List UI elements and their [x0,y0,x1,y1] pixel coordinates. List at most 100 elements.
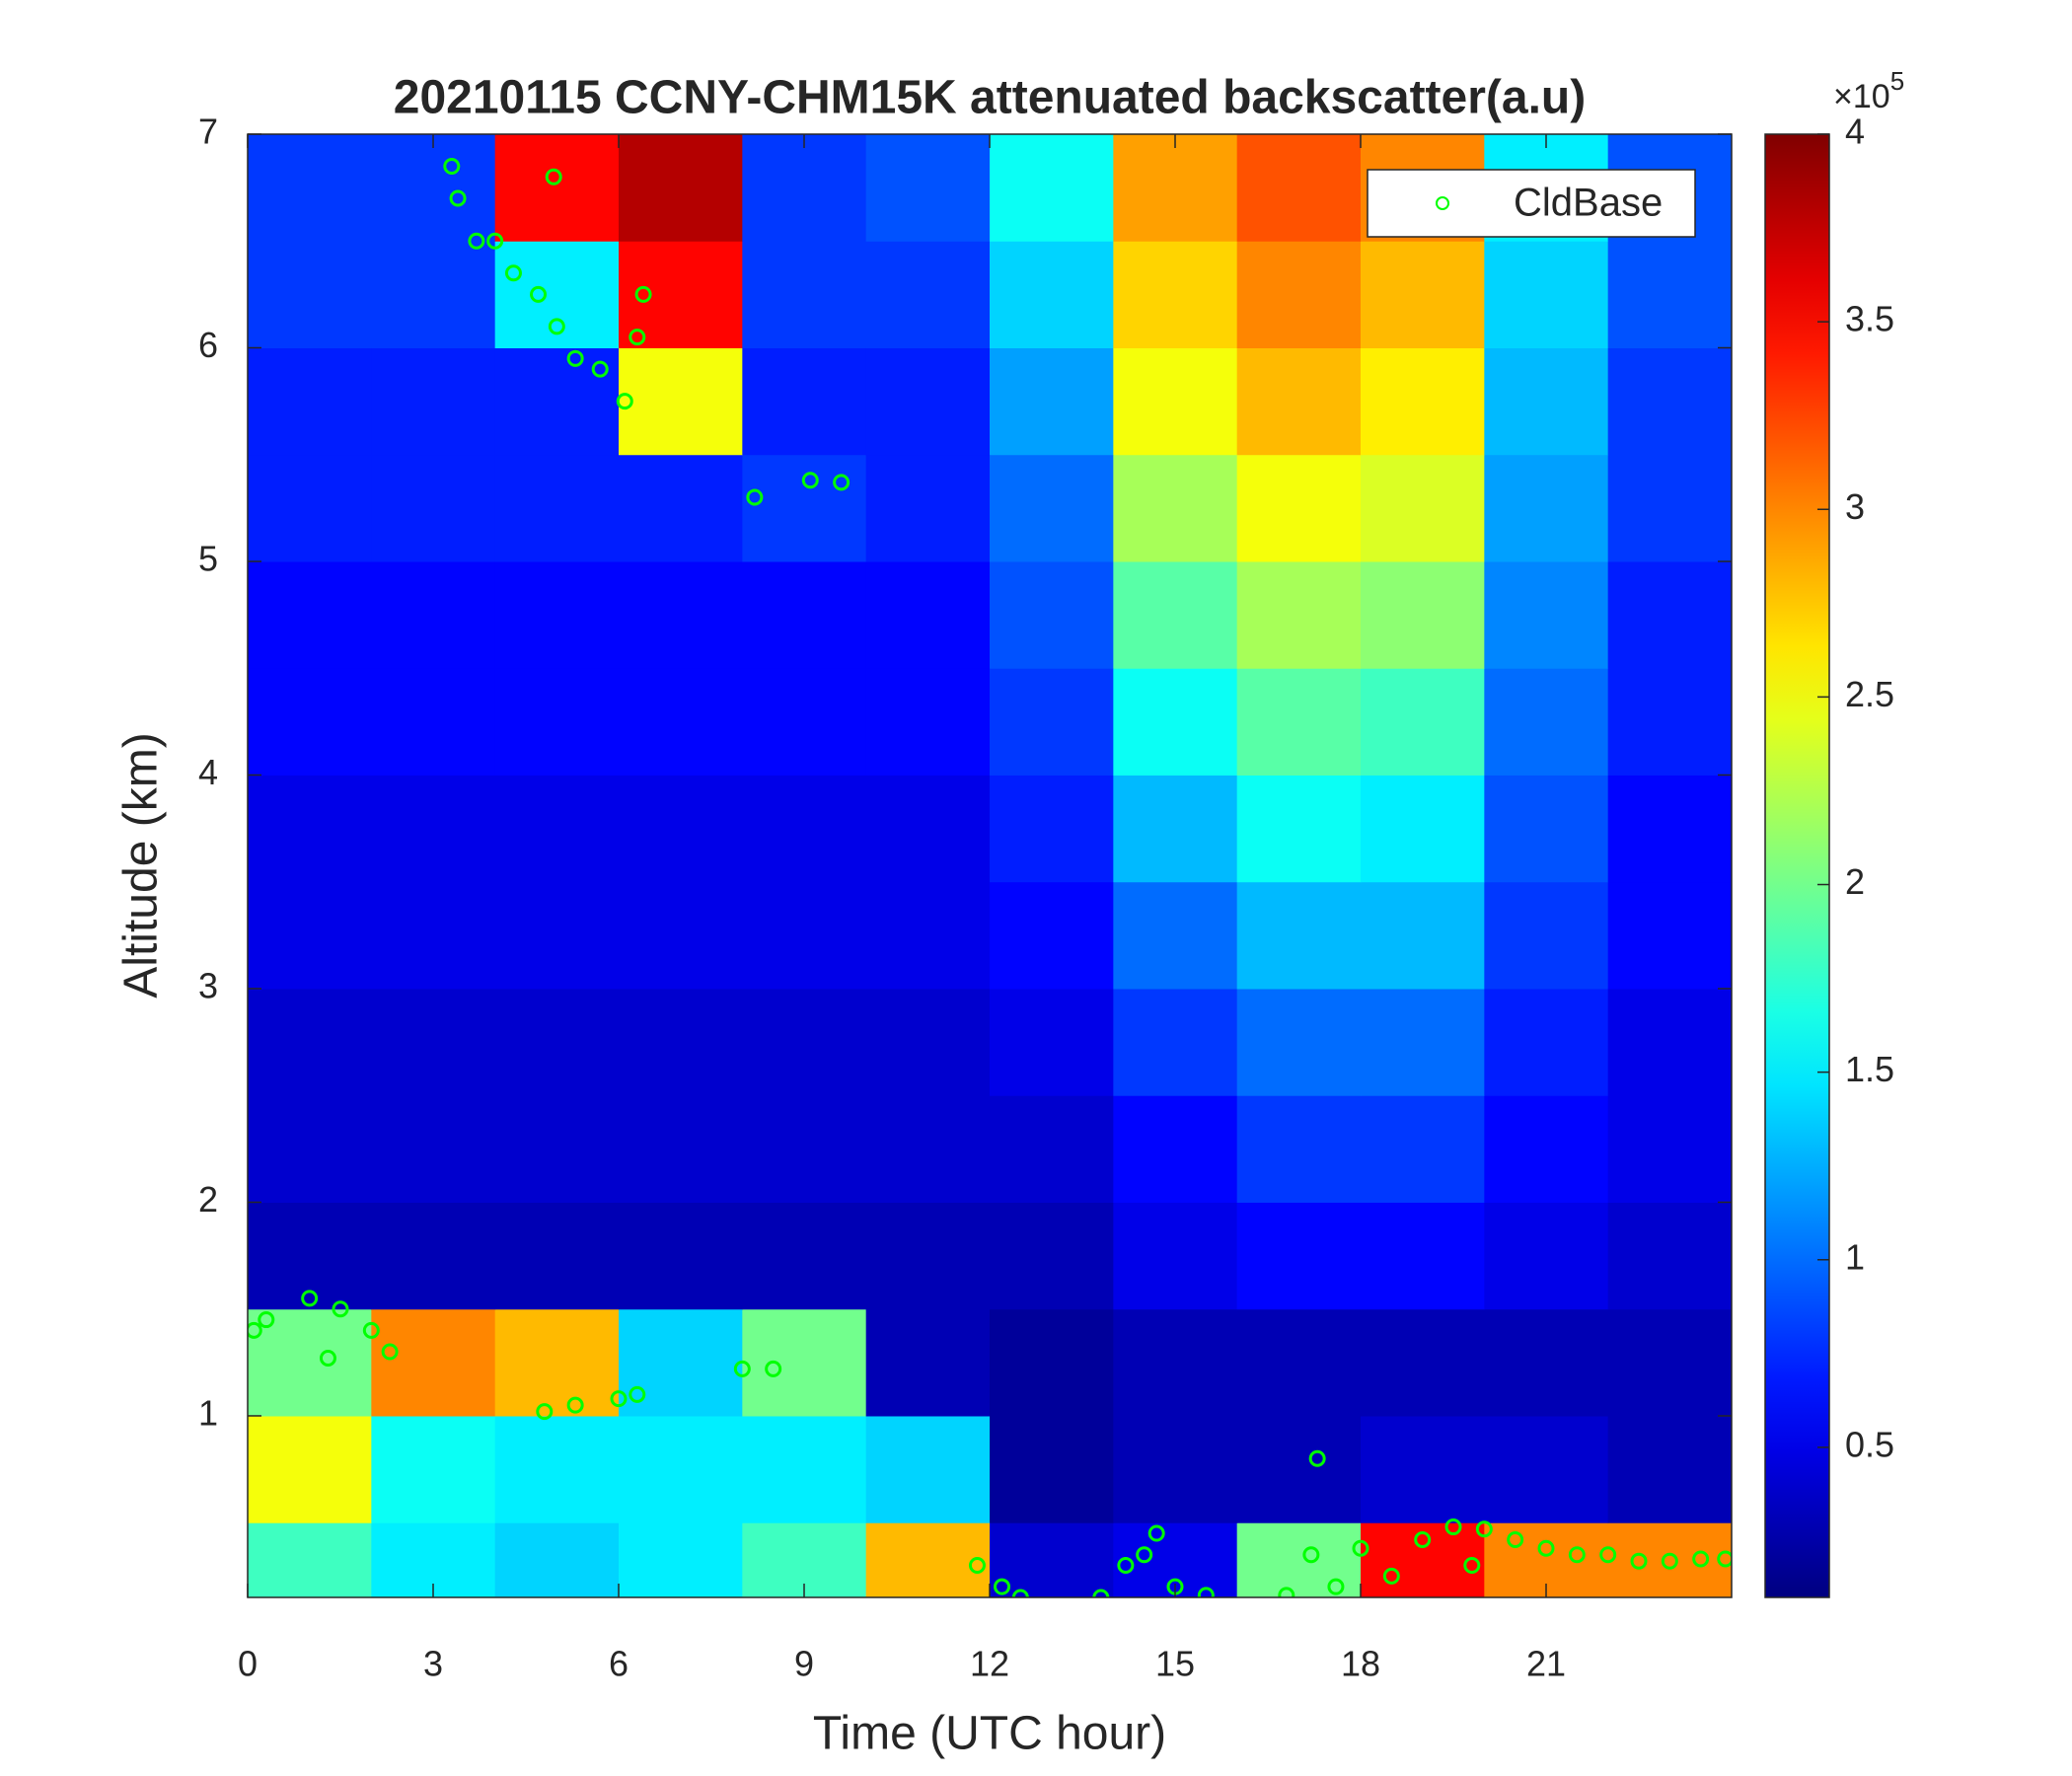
heat-cell [248,881,372,990]
heat-cell [494,775,620,883]
heat-cell [742,881,867,990]
heat-cell [990,1095,1114,1203]
cloud-base-point [530,285,548,303]
heat-cell [742,1202,867,1310]
heat-cell [494,668,620,776]
cloud-base-point [765,1360,782,1377]
cloud-base-point [833,474,851,491]
cloud-base-point [536,1403,554,1421]
heat-cell [990,881,1114,990]
heat-cell [371,347,496,456]
heat-cell [1236,454,1362,562]
cloud-base-point [1382,1567,1400,1585]
cloud-base-point [1302,1546,1320,1564]
scatter-layer [248,157,1732,1597]
cloud-base-point [1475,1520,1493,1538]
heat-cell [1236,668,1362,776]
colorbar-power: 5 [1890,66,1904,96]
heat-cell [248,454,372,562]
cloud-base-point [248,1321,262,1339]
heat-cell [1607,1308,1732,1417]
heat-cell [371,1095,496,1203]
heat-cell [1607,988,1732,1096]
y-tick-label: 7 [198,111,218,152]
cloud-base-point [468,232,485,250]
heat-cell [1113,988,1238,1096]
heat-cell [494,1522,620,1597]
heat-cell [494,347,620,456]
cloud-base-point [449,189,467,207]
cloud-base-point [634,285,652,303]
cloud-base-point [1507,1531,1524,1549]
heat-cell [494,1095,620,1203]
cloud-base-point [1414,1531,1432,1549]
heat-cell [1607,1415,1732,1523]
heat-cell [1484,241,1609,348]
heat-cell [742,1308,867,1417]
heat-cell [619,1415,743,1523]
heat-cell [1236,881,1362,990]
heat-cell [865,1202,991,1310]
heat-cell [865,134,991,242]
cloud-base-point [616,393,633,410]
heat-cell [1113,668,1238,776]
heat-cell [1361,668,1485,776]
heat-cell [865,454,991,562]
heat-cell [494,134,620,242]
heat-cell [1484,347,1609,456]
heat-cell [1361,241,1485,348]
heat-cell [1113,347,1238,456]
heat-cell [1484,1415,1609,1523]
cloud-base-point [1537,1539,1555,1557]
colorbar-tick-label: 2 [1845,861,1865,902]
heat-cell [619,347,743,456]
y-tick-label: 4 [198,752,218,792]
heat-cell [619,134,743,242]
cloud-base-point [443,157,461,175]
heat-cell [865,881,991,990]
y-tick-label: 1 [198,1392,218,1433]
colorbar-tick-label: 2.5 [1845,674,1894,714]
cloud-base-point [381,1343,399,1361]
heat-cell [371,241,496,348]
heat-cell [1361,1308,1485,1417]
heat-cell [248,134,372,242]
heat-cell [1236,988,1362,1096]
heat-cell [990,560,1114,669]
heat-cell [1607,881,1732,990]
heat-cell [1607,668,1732,776]
heat-cell [494,1308,620,1417]
cloud-base-point [610,1390,628,1408]
heat-cell [990,1202,1114,1310]
cloud-base-point [319,1350,336,1368]
x-tick-label: 12 [970,1644,1009,1684]
heat-cell [1607,347,1732,456]
heat-cell [1484,668,1609,776]
heat-cell [742,560,867,669]
heat-cell [1236,347,1362,456]
heat-cell [742,454,867,562]
cloud-base-point [746,488,764,506]
heat-cell [990,988,1114,1096]
cloud-base-point [258,1311,275,1329]
colorbar-tick-label: 4 [1845,111,1865,152]
heat-cell [619,1522,743,1597]
heat-cell [865,241,991,348]
heat-cell [742,775,867,883]
legend-box [1367,169,1696,238]
heat-cell [619,881,743,990]
heat-cell [619,454,743,562]
cloud-base-point [1717,1550,1732,1568]
heatmap [248,134,1732,1597]
cloud-base-point [1117,1557,1135,1575]
heat-cell [248,988,372,1096]
heat-cell [1607,1095,1732,1203]
colorbar-tick-label: 0.5 [1845,1424,1894,1464]
cloud-base-point [1092,1589,1110,1597]
heat-cell [371,1415,496,1523]
heat-cell [1484,988,1609,1096]
heat-cell [865,560,991,669]
heat-cell [865,1095,991,1203]
x-tick-label: 9 [794,1644,814,1684]
heat-cell [1361,454,1485,562]
